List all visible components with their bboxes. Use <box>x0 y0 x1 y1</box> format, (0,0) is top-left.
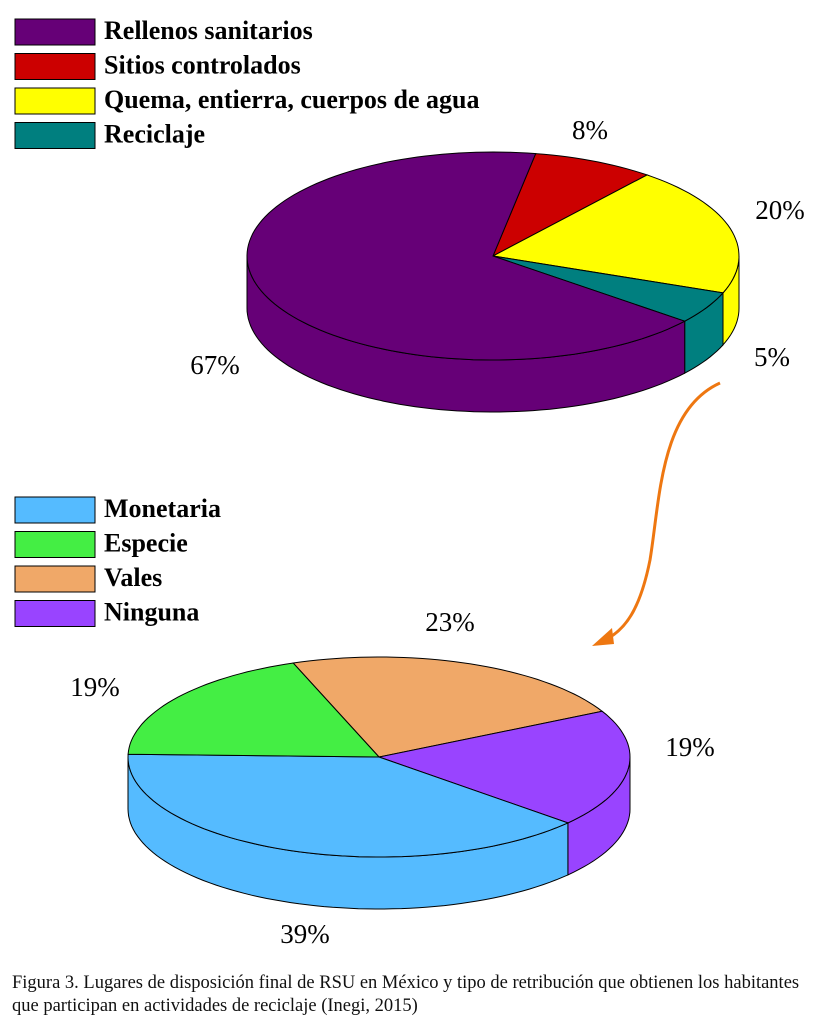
legend-label: Rellenos sanitarios <box>104 16 313 45</box>
slice <box>492 255 725 322</box>
legend-swatch <box>14 496 96 524</box>
legend-label: Quema, entierra, cuerpos de agua <box>104 85 480 114</box>
slice <box>127 753 570 858</box>
legend-label: Especie <box>104 528 188 557</box>
value-label: 39% <box>280 919 330 949</box>
arrow-head <box>592 628 614 646</box>
legend-swatch <box>14 87 96 115</box>
value-label: 67% <box>190 350 240 380</box>
chart: 67% 8% 20% 5% Rellenos sanitarios Sitios cont… <box>14 16 805 949</box>
value-label: 8% <box>572 115 608 145</box>
arrow <box>604 381 721 642</box>
caption: Figura 3. Lugares de disposición final d… <box>12 973 800 1016</box>
value-label: 5% <box>754 342 790 372</box>
value-label: 19% <box>70 672 120 702</box>
value-label: 20% <box>755 195 805 225</box>
slice <box>246 151 687 361</box>
legend-swatch <box>14 531 96 558</box>
slice <box>492 153 649 258</box>
legend-swatch <box>14 600 96 627</box>
legend-label: Ninguna <box>104 597 199 626</box>
slice <box>127 662 381 758</box>
legend-label: Reciclaje <box>104 119 205 148</box>
legend-label: Vales <box>104 563 162 592</box>
value-label: 19% <box>665 732 715 762</box>
legend-swatch <box>14 53 96 80</box>
legend-label: Sitios controlados <box>104 50 301 79</box>
slice <box>491 174 740 294</box>
legend-swatch <box>14 122 96 149</box>
legend-label: Monetaria <box>104 494 221 523</box>
value-label: 23% <box>425 607 475 637</box>
legend-swatch <box>14 18 96 46</box>
slice <box>292 656 604 758</box>
slice <box>377 710 631 824</box>
legend-swatch <box>14 565 96 593</box>
